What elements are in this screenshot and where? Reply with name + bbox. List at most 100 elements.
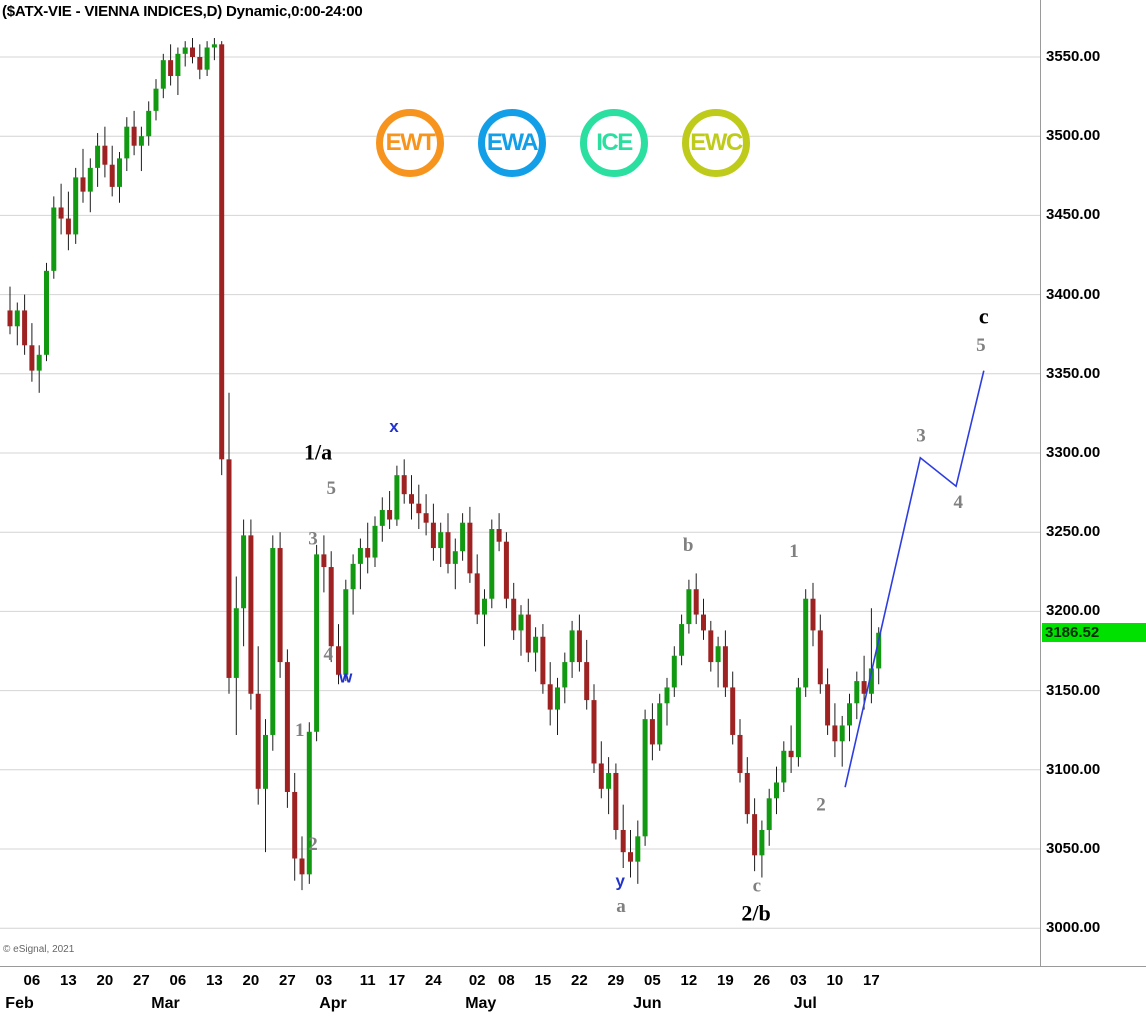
candle-body	[394, 475, 400, 520]
wave-label-3: 3	[916, 426, 926, 447]
x-axis-tick: 10	[826, 972, 844, 989]
candle-body	[73, 177, 79, 235]
candle-body	[803, 598, 809, 688]
candle-body	[241, 535, 247, 609]
candle-body	[255, 693, 261, 789]
candle-body	[737, 734, 743, 773]
x-axis-tick: 17	[388, 972, 406, 989]
candle-body	[576, 630, 582, 663]
logo-ewa: EWA	[478, 109, 546, 177]
candle-body	[759, 829, 765, 856]
wave-label-1: 1	[295, 720, 305, 741]
y-axis-label: 3250.00	[1046, 523, 1101, 541]
candle-body	[14, 310, 20, 327]
wave-label-w: w	[338, 667, 353, 686]
candle-body	[606, 772, 612, 789]
candle-body	[36, 354, 42, 371]
candle-body	[832, 725, 838, 742]
x-axis-tick: 12	[680, 972, 698, 989]
candle-body	[29, 345, 35, 371]
y-axis-label: 3350.00	[1046, 364, 1101, 382]
x-axis-tick: 08	[498, 972, 515, 989]
wave-label-y: y	[616, 872, 626, 891]
candle-body	[299, 858, 305, 875]
candle-body	[87, 167, 93, 192]
candle-body	[22, 310, 28, 346]
x-axis-tick: 15	[534, 972, 552, 989]
candle-body	[102, 145, 108, 165]
y-axis-label: 3550.00	[1046, 48, 1101, 65]
candle-body	[263, 734, 268, 789]
candle-body	[379, 510, 385, 526]
last-price-value: 3186.52	[1045, 624, 1100, 642]
x-axis-tick: 22	[571, 972, 588, 989]
candle-body	[774, 782, 779, 799]
x-axis-tick: 17	[863, 972, 880, 989]
wave-label-5: 5	[976, 335, 986, 356]
candle-body	[730, 687, 736, 735]
wave-label-1/a: 1/a	[304, 440, 332, 465]
candle-body	[277, 548, 283, 663]
logo-ewt-label: EWT	[385, 129, 436, 156]
wave-label-4: 4	[954, 492, 964, 513]
logo-ewc: EWC	[682, 109, 750, 177]
candle-body	[124, 126, 130, 159]
candle-body	[591, 700, 597, 764]
candle-body	[635, 836, 641, 862]
candle-body	[628, 852, 633, 862]
x-axis-month: Feb	[5, 995, 34, 1012]
x-axis-month: May	[465, 995, 497, 1012]
candle-body	[795, 687, 801, 758]
y-axis-label: 3150.00	[1046, 681, 1101, 699]
candle-body	[452, 551, 458, 564]
candle-body	[722, 646, 728, 688]
x-axis-tick: 19	[717, 972, 734, 989]
candle-body	[7, 310, 13, 327]
candle-body	[489, 529, 495, 599]
projection-line	[844, 370, 985, 788]
candle-body	[401, 475, 407, 495]
wave-label-c: c	[753, 875, 761, 896]
candle-body	[547, 684, 553, 710]
candle-body	[284, 662, 290, 792]
candle-body	[569, 630, 575, 663]
x-axis-tick: 20	[96, 972, 114, 989]
candle-body	[847, 703, 852, 726]
candle-body	[613, 772, 619, 830]
candle-body	[664, 687, 670, 704]
candle-body	[708, 630, 714, 663]
candle-body	[292, 791, 298, 859]
logo-ewc-label: EWC	[690, 129, 743, 156]
candle-body	[460, 522, 466, 552]
candle-body	[752, 814, 758, 856]
candle-body	[58, 207, 64, 219]
candle-body	[876, 632, 882, 669]
candle-body	[496, 529, 502, 542]
candle-body	[80, 177, 86, 192]
y-axis-label: 3000.00	[1046, 919, 1101, 937]
y-axis-label: 3050.00	[1046, 840, 1101, 857]
candle-body	[190, 47, 195, 57]
candle-body	[117, 158, 122, 187]
candle-body	[825, 684, 831, 726]
candle-body	[44, 270, 49, 355]
x-axis-tick: 03	[790, 972, 807, 989]
candle-body	[693, 589, 699, 615]
candle-body	[555, 687, 560, 710]
candle-body	[109, 164, 115, 187]
wave-label-3: 3	[308, 528, 318, 549]
candle-body	[562, 662, 568, 688]
candle-body	[701, 614, 706, 631]
y-axis-label: 3200.00	[1046, 602, 1101, 620]
candle-body	[467, 522, 473, 574]
candle-body	[839, 725, 845, 742]
candle-body	[372, 525, 378, 558]
candle-body	[51, 207, 57, 271]
candle-body	[533, 636, 539, 653]
candle-body	[160, 60, 166, 89]
candle-body	[314, 554, 320, 732]
x-axis-month: Jun	[633, 995, 662, 1012]
candle-body	[810, 598, 816, 631]
